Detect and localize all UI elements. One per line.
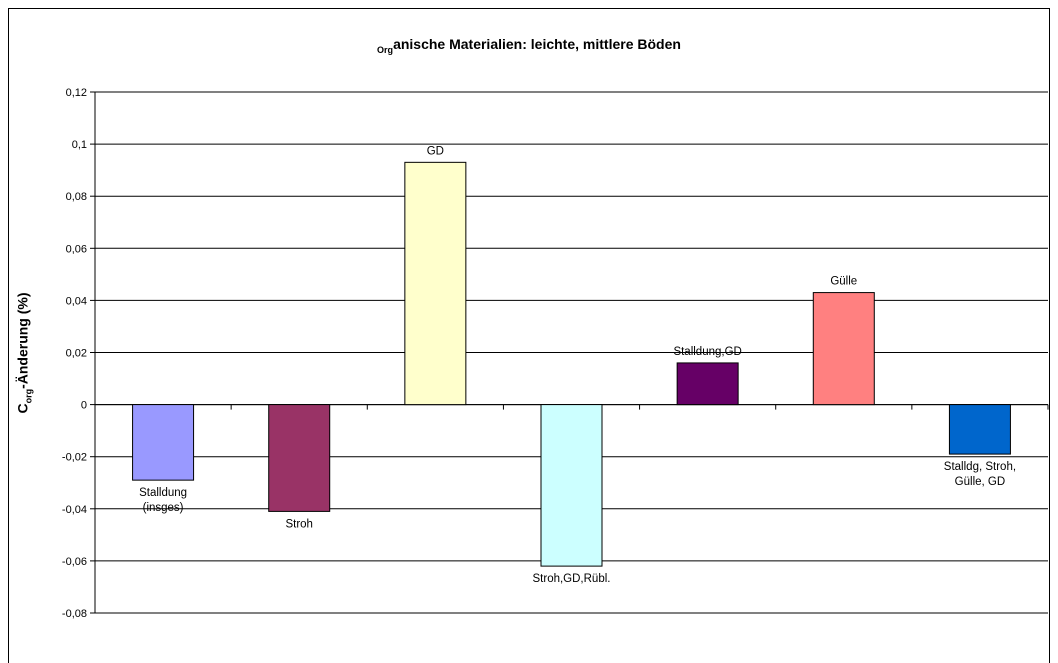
bar xyxy=(813,293,874,405)
data-label: Stalldung xyxy=(139,487,187,499)
data-label: Stalldg, Stroh, xyxy=(944,461,1016,473)
y-tick-label: -0,04 xyxy=(62,504,87,516)
data-label: Stroh,GD,Rübl. xyxy=(533,573,611,585)
y-tick-label: -0,08 xyxy=(62,608,87,620)
bar xyxy=(405,162,466,404)
bar xyxy=(677,363,738,405)
data-label: Stroh xyxy=(285,518,313,530)
data-label: (insges) xyxy=(143,502,184,514)
data-label: Gülle, GD xyxy=(955,476,1006,488)
y-tick-label: 0,02 xyxy=(66,348,87,360)
bar xyxy=(949,405,1010,454)
y-tick-label: 0,06 xyxy=(66,243,87,255)
y-tick-label: 0,04 xyxy=(66,295,87,307)
y-tick-label: 0,12 xyxy=(66,87,87,99)
y-tick-label: -0,02 xyxy=(62,452,87,464)
y-tick-label: 0,1 xyxy=(72,139,87,151)
y-tick-label: 0,08 xyxy=(66,191,87,203)
bar xyxy=(541,405,602,567)
data-label: Gülle xyxy=(830,276,857,288)
y-tick-label: 0 xyxy=(81,400,87,412)
bar xyxy=(133,405,194,481)
bar xyxy=(269,405,330,512)
data-label: GD xyxy=(427,145,444,157)
y-tick-label: -0,06 xyxy=(62,556,87,568)
data-label: Stalldung,GD xyxy=(673,346,741,358)
